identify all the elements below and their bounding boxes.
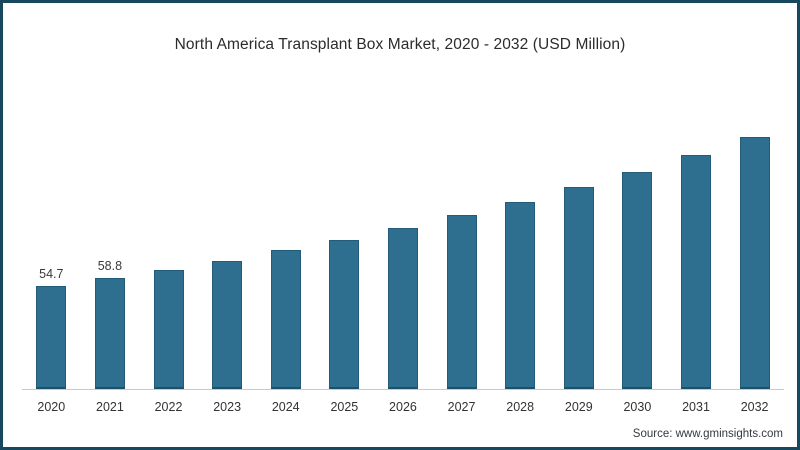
bar-value-label-2028 [518, 183, 521, 198]
x-axis-label-2022: 2022 [154, 400, 183, 414]
bar-column-2028 [491, 183, 550, 389]
bar-column-2029 [549, 168, 608, 389]
bar-column-2031 [667, 136, 726, 389]
bar-value-label-2027 [460, 196, 463, 211]
plot-area: 54.7 58.8 [22, 118, 784, 390]
bar-2023 [212, 261, 243, 389]
bar-value-label-2026 [401, 209, 404, 224]
bar-value-label-2021: 58.8 [97, 259, 123, 273]
bar-column-2030 [608, 153, 667, 389]
bar-column-2032 [725, 118, 784, 389]
x-axis: 2020 2021 2022 2023 2024 2025 2026 2027 2028 2029… [22, 393, 784, 414]
bar-value-label-2025 [343, 221, 346, 236]
bar-column-2023 [198, 242, 257, 389]
x-axis-label-2029: 2029 [564, 400, 593, 414]
x-axis-label-2027: 2027 [447, 400, 476, 414]
bar-column-2024 [256, 231, 315, 389]
x-axis-label-2032: 2032 [740, 400, 769, 414]
bar-2027 [446, 215, 477, 389]
bar-value-label-2032 [753, 118, 756, 133]
chart-title: North America Transplant Box Market, 202… [174, 36, 626, 53]
bar-2024 [270, 250, 301, 389]
x-axis-label-2030: 2030 [623, 400, 652, 414]
x-axis-label-2031: 2031 [682, 400, 710, 414]
bar-column-2020: 54.7 [22, 267, 81, 389]
bar-2021 [94, 278, 125, 389]
bar-2020 [36, 286, 67, 389]
bar-value-label-2030 [636, 153, 639, 168]
bar-2031 [681, 155, 711, 389]
bar-2025 [329, 240, 360, 389]
x-axis-label-2023: 2023 [213, 400, 242, 414]
bar-2032 [739, 137, 770, 389]
bar-value-label-2023 [225, 242, 228, 257]
bar-value-label-2020: 54.7 [39, 267, 64, 281]
bar-value-label-2022 [167, 251, 170, 266]
x-axis-label-2021: 2021 [96, 400, 124, 414]
bar-column-2026 [374, 209, 433, 389]
bar-2030 [622, 172, 653, 389]
bar-2022 [153, 270, 184, 389]
bar-column-2027 [432, 196, 491, 389]
x-axis-label-2024: 2024 [271, 400, 300, 414]
bar-2029 [563, 187, 594, 389]
x-axis-label-2020: 2020 [37, 400, 66, 414]
bar-value-label-2029 [577, 168, 580, 183]
bar-2028 [505, 202, 536, 389]
bar-column-2025 [315, 221, 374, 389]
bar-value-label-2031 [694, 136, 697, 151]
bar-column-2022 [139, 251, 198, 389]
bar-value-label-2024 [284, 231, 287, 246]
bar-column-2021: 58.8 [81, 259, 140, 389]
x-axis-label-2026: 2026 [389, 400, 417, 414]
x-axis-label-2025: 2025 [330, 400, 359, 414]
x-axis-label-2028: 2028 [506, 400, 535, 414]
bar-2026 [387, 228, 418, 389]
source-attribution: Source: www.gminsights.com [632, 428, 783, 440]
